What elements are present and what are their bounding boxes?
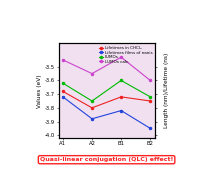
Lifetimes in CHCl₃ — [149, 100, 152, 102]
Lifetimes in CHCl₃ — [62, 90, 64, 93]
Line: Lifetimes films of nanis: Lifetimes films of nanis — [62, 96, 151, 129]
Lifetimes films of nanis — [91, 118, 93, 120]
Line: LUMOs: LUMOs — [62, 79, 151, 102]
LUMOs — [91, 100, 93, 102]
Line: LUMOs calc.: LUMOs calc. — [62, 56, 151, 81]
LUMOs — [149, 96, 152, 98]
Lifetimes films of nanis — [120, 109, 122, 112]
Text: Quasi-linear conjugation (QLC) effect!: Quasi-linear conjugation (QLC) effect! — [40, 157, 173, 162]
LUMOs — [62, 82, 64, 84]
Lifetimes films of nanis — [149, 127, 152, 129]
LUMOs calc. — [149, 79, 152, 82]
Y-axis label: Values (eV): Values (eV) — [37, 74, 42, 108]
Lifetimes in CHCl₃ — [91, 107, 93, 109]
LUMOs calc. — [120, 56, 122, 58]
Lifetimes films of nanis — [62, 96, 64, 98]
Legend: Lifetimes in CHCl₃, Lifetimes films of nanis, LUMOs, LUMOs calc.: Lifetimes in CHCl₃, Lifetimes films of n… — [99, 46, 153, 64]
LUMOs — [120, 79, 122, 82]
LUMOs calc. — [62, 59, 64, 61]
Y-axis label: Length (nm)/Lifetime (ns): Length (nm)/Lifetime (ns) — [164, 53, 169, 128]
Line: Lifetimes in CHCl₃: Lifetimes in CHCl₃ — [62, 90, 151, 109]
LUMOs calc. — [91, 72, 93, 75]
Lifetimes in CHCl₃ — [120, 96, 122, 98]
